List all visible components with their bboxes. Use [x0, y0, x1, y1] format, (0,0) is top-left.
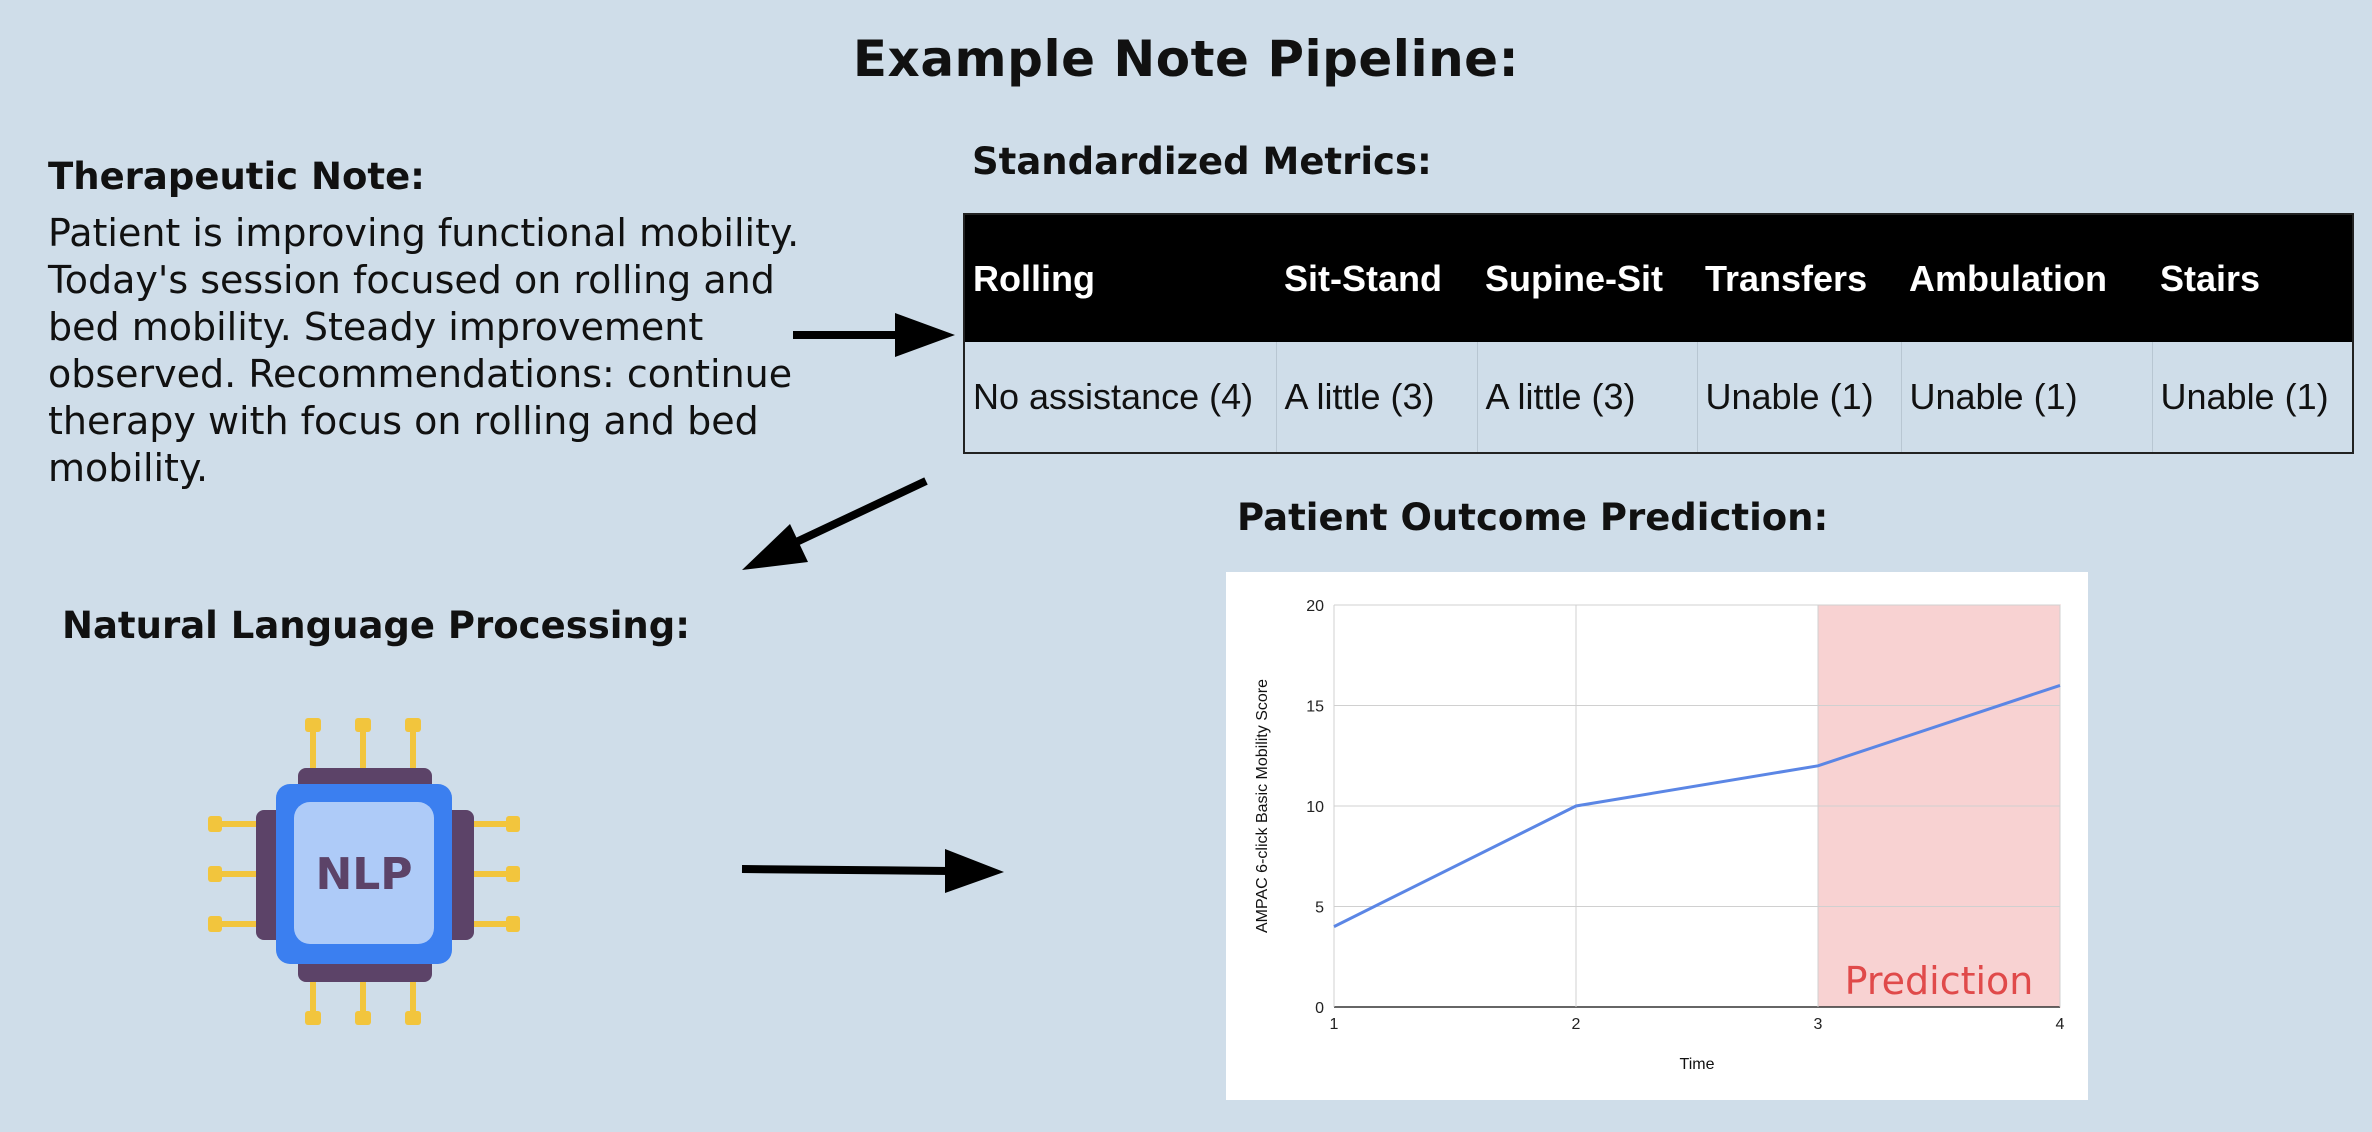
prediction-label: Prediction: [1845, 959, 2034, 1003]
arrow-note-to-metrics: [793, 313, 955, 357]
x-tick-label: 2: [1572, 1016, 1581, 1033]
metrics-cell: No assistance (4): [964, 342, 1277, 453]
y-tick-label: 15: [1306, 699, 1324, 716]
note-text: Patient is improving functional mobility…: [48, 211, 800, 490]
metrics-column-header: Stairs: [2152, 214, 2353, 342]
metrics-heading: Standardized Metrics:: [972, 140, 1432, 183]
x-tick-label: 4: [2056, 1016, 2065, 1033]
x-axis-label: Time: [1680, 1056, 1715, 1073]
metrics-cell: A little (3): [1276, 342, 1478, 453]
outcome-chart: 0 5 10 15 20 1 2 3 4 Time AMPAC 6-click Basic Mobi…: [1226, 572, 2088, 1100]
note-heading: Therapeutic Note:: [48, 155, 425, 198]
metrics-column-header: Sit-Stand: [1276, 214, 1477, 342]
y-tick-label: 10: [1306, 799, 1324, 816]
y-tick-label: 5: [1315, 900, 1324, 917]
metrics-cell: Unable (1): [2152, 342, 2353, 453]
y-tick-label: 0: [1315, 1000, 1324, 1017]
arrow-metrics-to-nlp: [742, 477, 928, 570]
metrics-value-row: No assistance (4) A little (3) A little …: [964, 342, 2353, 453]
metrics-column-header: Supine-Sit: [1477, 214, 1697, 342]
metrics-header-row: Rolling Sit-Stand Supine-Sit Transfers A…: [964, 214, 2353, 342]
metrics-column-header: Rolling: [964, 214, 1276, 342]
nlp-chip-label: NLP: [315, 849, 412, 900]
y-axis-label: AMPAC 6-click Basic Mobility Score: [1254, 679, 1271, 933]
x-tick-label: 3: [1814, 1016, 1823, 1033]
y-tick-label: 20: [1306, 598, 1324, 615]
arrow-nlp-to-prediction: [741, 849, 1004, 893]
metrics-cell: Unable (1): [1901, 342, 2153, 453]
metrics-cell: A little (3): [1477, 342, 1698, 453]
outcome-heading: Patient Outcome Prediction:: [1237, 496, 1829, 539]
metrics-column-header: Transfers: [1697, 214, 1901, 342]
series-line: [1333, 683, 2061, 928]
page-title: Example Note Pipeline:: [852, 30, 1520, 88]
metrics-column-header: Ambulation: [1901, 214, 2152, 342]
nlp-chip-icon: NLP: [208, 718, 520, 1025]
x-tick-label: 1: [1330, 1016, 1339, 1033]
metrics-table: Rolling Sit-Stand Supine-Sit Transfers A…: [963, 213, 2354, 454]
metrics-cell: Unable (1): [1697, 342, 1902, 453]
nlp-heading: Natural Language Processing:: [62, 604, 691, 647]
chart-svg: 0 5 10 15 20 1 2 3 4 Time AMPAC 6-click Basic Mobi…: [1254, 598, 2065, 1073]
